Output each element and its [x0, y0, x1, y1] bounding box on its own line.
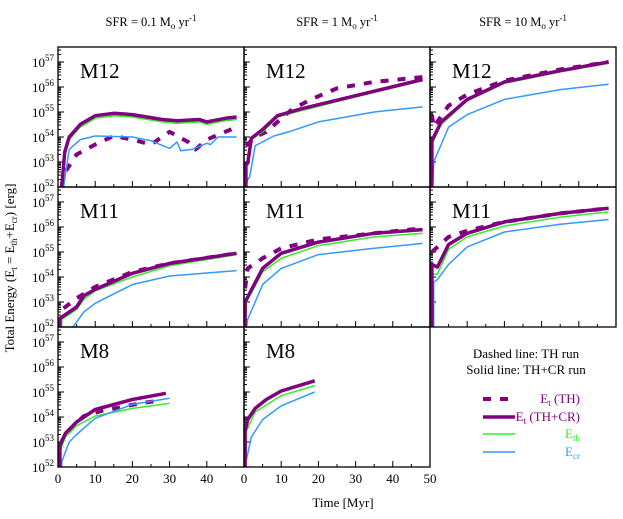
total-energy-thcr-run-line [58, 391, 167, 467]
legend-note-solid: Solid line: TH+CR run [466, 362, 586, 377]
thermal-energy-line [60, 253, 237, 327]
y-tick-label: 1053 [32, 293, 55, 310]
column-title: SFR = 1 Mo yr-1 [296, 13, 378, 31]
cosmic-ray-energy-line [60, 397, 170, 467]
x-tick-label: 30 [349, 471, 362, 486]
y-tick-label: 1054 [32, 268, 55, 285]
thermal-energy-line [245, 79, 423, 187]
x-tick-label: 30 [163, 471, 176, 486]
halo-label: M12 [266, 59, 306, 83]
total-energy-th-run-line [430, 206, 609, 254]
x-axis-label: Time [Myr] [312, 495, 373, 510]
cosmic-ray-energy-line [245, 391, 315, 467]
halo-label: M8 [80, 339, 109, 363]
cosmic-ray-energy-line [432, 218, 609, 327]
y-tick-label: 1054 [32, 408, 55, 425]
y-tick-label: 1055 [32, 383, 55, 400]
total-energy-thcr-run-line [430, 60, 609, 187]
total-energy-thcr-run-line [59, 111, 237, 187]
total-energy-thcr-run-line [244, 379, 316, 467]
thermal-energy-line [60, 114, 237, 187]
legend-label: Eth [565, 426, 580, 443]
legend-entry-dashed: Et (TH) [483, 391, 580, 408]
y-tick-label: 1057 [32, 333, 55, 350]
panel-m12-sfr-col-1: M12 [243, 46, 431, 188]
panel-m12-sfr-col-0: M12 1052 1053 1054 1055 1056 1057 [32, 46, 245, 195]
y-tick-label: 1052 [32, 178, 54, 195]
halo-label: M11 [80, 199, 119, 223]
total-energy-thcr-run-line [244, 227, 423, 327]
panel-m8-sfr-col-0: M8 1052 1053 1054 1055 1056 1057 0 10 20 30 40 [32, 326, 245, 486]
column-title: SFR = 0.1 Mo yr-1 [106, 13, 197, 31]
x-tick-label: 40 [386, 471, 399, 486]
y-axis-label: Total Energy (Et = Eth+Ecr) [erg] [2, 184, 19, 353]
halo-label: M12 [452, 59, 492, 83]
legend-label: Et (TH) [540, 391, 580, 408]
total-energy-th-run-line [62, 251, 237, 310]
panel-m8-sfr-col-1: M8 0 10 20 30 40 50 [241, 326, 437, 486]
x-tick-label: 20 [126, 471, 139, 486]
legend-entry-th: Eth [483, 426, 580, 443]
cosmic-ray-energy-line [72, 269, 237, 327]
panel-m11-sfr-col-0: M11 1052 1053 1054 1055 1056 1057 [32, 186, 245, 335]
y-tick-label: 1057 [32, 193, 55, 210]
panel-frame [429, 186, 617, 328]
x-tick-label: 40 [200, 471, 213, 486]
total-energy-thcr-run-line [244, 77, 424, 187]
column-title: SFR = 10 Mo yr-1 [479, 13, 567, 31]
x-tick-label: 50 [424, 471, 437, 486]
halo-label: M12 [80, 59, 120, 83]
legend: Dashed line: TH run Solid line: TH+CR ru… [466, 346, 586, 461]
cosmic-ray-energy-line [245, 242, 423, 327]
x-tick-label: 10 [89, 471, 102, 486]
y-tick-label: 1056 [32, 218, 55, 235]
cosmic-ray-energy-line [431, 83, 609, 187]
thermal-energy-line [244, 232, 423, 327]
cosmic-ray-energy-line [62, 135, 237, 187]
y-tick-label: 1055 [32, 103, 55, 120]
thermal-energy-line [244, 384, 315, 467]
y-tick-label: 1052 [32, 458, 54, 475]
y-tick-label: 1053 [32, 433, 55, 450]
y-tick-label: 1055 [32, 243, 55, 260]
x-tick-label: 20 [312, 471, 325, 486]
y-tick-label: 1056 [32, 358, 55, 375]
legend-entry-tot: Et (TH+CR) [483, 409, 580, 426]
cosmic-ray-energy-line [245, 106, 423, 187]
halo-label: M11 [266, 199, 305, 223]
total-energy-th-run-line [58, 398, 159, 447]
total-energy-th-run-line [244, 226, 423, 289]
y-tick-label: 1056 [32, 78, 55, 95]
x-tick-label: 0 [241, 471, 248, 486]
total-energy-thcr-run-line [58, 251, 237, 327]
panel-frame [243, 326, 431, 468]
legend-note-dashed: Dashed line: TH run [473, 346, 580, 361]
y-tick-label: 1053 [32, 153, 55, 170]
y-tick-label: 1057 [32, 53, 55, 70]
y-tick-label: 1054 [32, 128, 55, 145]
panel-m11-sfr-col-1: M11 [243, 186, 431, 328]
legend-entry-cr: Ecr [483, 444, 580, 461]
panel-m12-sfr-col-2: M12 [429, 46, 617, 188]
legend-label: Et (TH+CR) [516, 409, 580, 426]
total-energy-thcr-run-line [430, 206, 609, 327]
total-energy-th-run-line [59, 125, 238, 187]
halo-label: M11 [452, 199, 491, 223]
legend-label: Ecr [565, 444, 580, 461]
x-tick-label: 0 [55, 471, 62, 486]
panel-m11-sfr-col-2: M11 [429, 186, 617, 328]
x-tick-label: 10 [275, 471, 288, 486]
halo-label: M8 [266, 339, 295, 363]
y-tick-label: 1052 [32, 318, 54, 335]
